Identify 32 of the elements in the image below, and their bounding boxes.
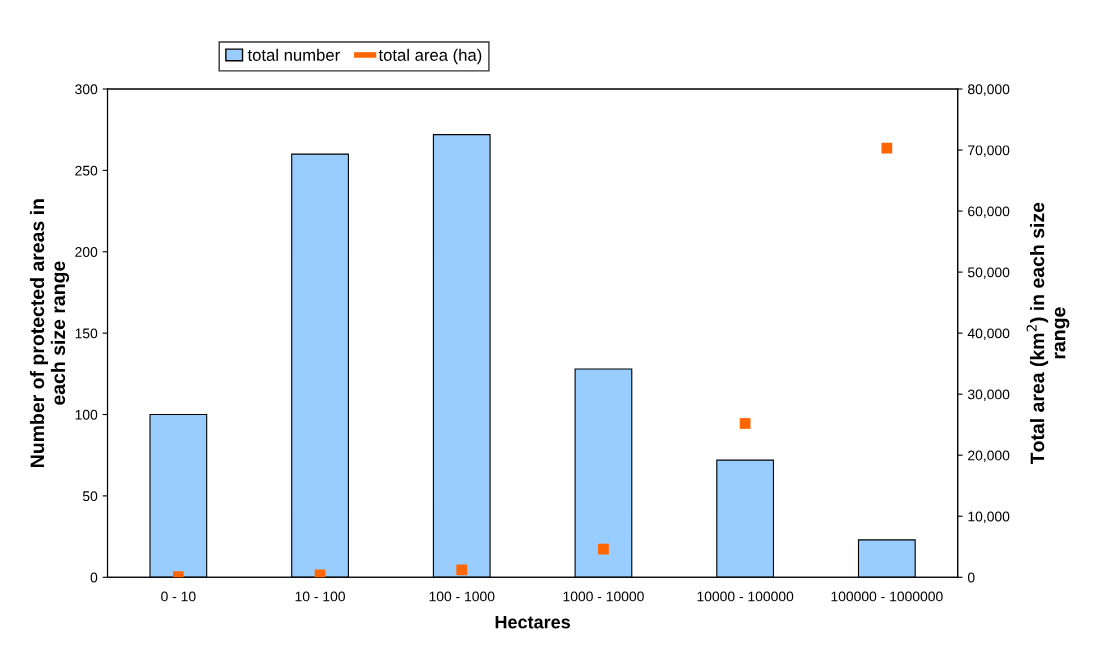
y2-tick-label: 60,000 [968, 206, 1010, 218]
x-tick-label: 10 - 100 [295, 591, 345, 602]
y2-tick-label: 50,000 [967, 267, 1010, 279]
y2-tick-label: 30,000 [967, 389, 1010, 401]
y-tick-label: 100 [75, 409, 98, 420]
y-axis-title: Number of protected areas in each size range [29, 199, 70, 467]
y-tick-label: 0 [90, 572, 98, 583]
x-tick-label: 100000 - 1000000 [831, 591, 943, 602]
x-tick-label: 0 - 10 [161, 591, 196, 602]
y2-tick-label: 20,000 [968, 450, 1010, 463]
x-axis-title: Hectares [495, 615, 570, 629]
y-tick-label: 50 [82, 491, 98, 502]
y-tick-label: 200 [75, 247, 98, 257]
point [456, 564, 468, 576]
y2-tick-label: 10,000 [968, 511, 1010, 524]
y-tick-label: 250 [75, 165, 98, 176]
x-tick-label: 10000 - 100000 [697, 591, 794, 602]
x-tick-label: 100 - 1000 [429, 591, 495, 602]
y2-tick-label: 40,000 [967, 328, 1010, 340]
point [598, 543, 609, 555]
y2-tick-label: 0 [967, 572, 975, 583]
y2-axis-title: Total area (km$^{2}$) in each size range [1026, 202, 1070, 465]
point [881, 142, 893, 154]
x-tick-label: 1000 - 10000 [563, 591, 644, 602]
legend-label: total number [247, 48, 340, 61]
point [739, 418, 751, 429]
y-tick-label: 300 [75, 84, 98, 95]
y-tick-label: 150 [75, 328, 98, 339]
legend-label: total area (ha) [378, 48, 482, 65]
y2-tick-label: 70,000 [968, 145, 1010, 157]
point [314, 569, 326, 578]
y2-tick-label: 80,000 [968, 84, 1010, 96]
